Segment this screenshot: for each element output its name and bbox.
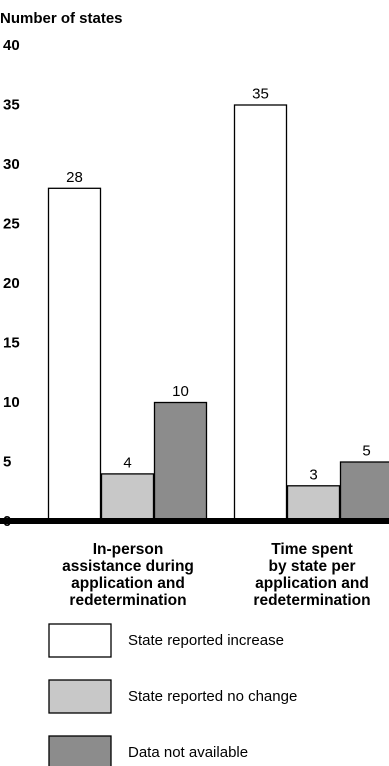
bar (100, 473, 155, 523)
y-tick-label: 15 (3, 335, 20, 352)
bar (233, 104, 288, 523)
category-label: Time spent (271, 541, 353, 558)
category-label: application and (71, 575, 185, 592)
y-axis-ticks: 0510152025303540 (3, 37, 20, 530)
data-label: 35 (252, 86, 269, 103)
y-axis-title: Number of states (0, 10, 123, 27)
category-label: In-person (93, 541, 164, 558)
legend-swatch (48, 623, 112, 658)
legend-swatch (48, 735, 112, 766)
bar (286, 485, 341, 523)
bars (47, 104, 389, 523)
bar (47, 187, 102, 523)
legend-label: State reported increase (128, 632, 284, 649)
y-tick-label: 25 (3, 216, 20, 233)
y-tick-label: 10 (3, 394, 20, 411)
data-label: 10 (172, 383, 189, 400)
x-axis-baseline (0, 518, 389, 524)
data-label: 3 (309, 466, 317, 483)
data-label: 28 (66, 169, 83, 186)
category-label: application and (255, 575, 369, 592)
category-label: by state per (268, 558, 355, 575)
data-label: 5 (362, 443, 370, 460)
y-tick-label: 5 (3, 454, 11, 471)
bar (339, 461, 389, 523)
category-label: redetermination (69, 592, 186, 609)
data-label: 4 (123, 454, 131, 471)
category-label: assistance during (62, 558, 194, 575)
bar (153, 401, 208, 523)
legend-label: State reported no change (128, 688, 297, 705)
y-tick-label: 40 (3, 37, 20, 54)
y-tick-label: 30 (3, 156, 20, 173)
y-tick-label: 35 (3, 97, 20, 114)
legend-label: Data not available (128, 744, 248, 761)
legend-swatch (48, 679, 112, 714)
data-labels: 28 35 4 3 10 5 (66, 86, 371, 484)
category-label: redetermination (253, 592, 370, 609)
y-tick-label: 20 (3, 275, 20, 292)
legend: State reported increase State reported no… (48, 623, 297, 766)
